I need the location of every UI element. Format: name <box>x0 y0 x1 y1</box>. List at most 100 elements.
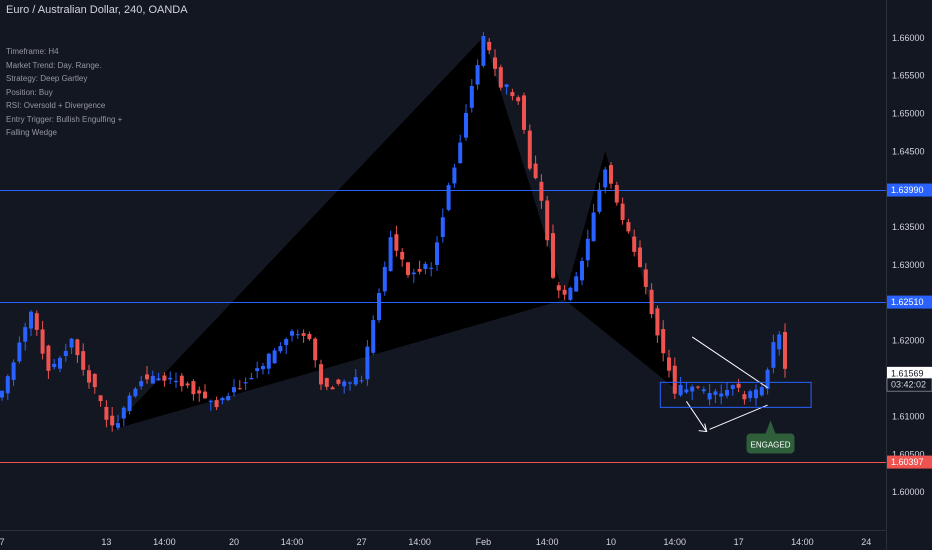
candle-up <box>382 266 387 292</box>
candle-up <box>777 334 782 350</box>
price-label: 1.63990 <box>891 185 924 195</box>
candle-down <box>667 357 671 371</box>
candle-up <box>353 377 358 385</box>
candle-down <box>203 391 207 399</box>
time-tick-label: 24 <box>861 537 871 547</box>
candle-up <box>597 189 602 212</box>
candle-up <box>446 185 451 210</box>
candle-down <box>307 334 312 340</box>
candle-down <box>330 387 335 390</box>
candle-up <box>759 387 764 396</box>
candle-up <box>591 212 596 242</box>
time-axis[interactable]: 7 13 14:00 20 14:00 27 14:00 Feb 14:00 10 14:00 17 1… <box>0 537 871 547</box>
wedge-lower-line <box>709 404 768 430</box>
candle-down <box>406 262 410 276</box>
candle-down <box>400 251 405 260</box>
price-tick-label: 1.61000 <box>892 411 925 421</box>
price-label-box <box>886 377 932 392</box>
candle-up <box>272 350 277 364</box>
candle-down <box>626 222 631 232</box>
candle-up <box>278 346 283 352</box>
candle-down <box>185 383 190 386</box>
candle-up <box>52 363 57 368</box>
time-tick-label: 17 <box>734 537 744 547</box>
candle-up <box>243 382 248 384</box>
price-label-box <box>887 455 932 469</box>
candle-up <box>440 217 445 237</box>
wedge-upper-line <box>691 336 768 389</box>
price-tick-label: 1.65000 <box>892 109 925 119</box>
candle-up <box>481 36 486 66</box>
candle-down <box>539 181 544 201</box>
candle-down <box>522 95 526 130</box>
candle-down <box>510 92 515 97</box>
candle-down <box>145 374 149 380</box>
candle-up <box>713 391 718 395</box>
horizontal-lines <box>0 190 886 463</box>
time-tick-label: 14:00 <box>536 537 559 547</box>
price-tick-label: 1.66000 <box>892 33 925 43</box>
price-tick-label: 1.62000 <box>892 336 925 346</box>
candle-up <box>725 390 729 396</box>
candle-up <box>290 331 294 336</box>
candle-down <box>301 333 306 336</box>
price-tick-label: 1.63000 <box>892 260 925 270</box>
candle-up <box>174 380 178 383</box>
time-tick-label: 14:00 <box>408 537 431 547</box>
candle-up <box>435 242 439 265</box>
candle-down <box>110 415 115 426</box>
candle-up <box>771 342 776 368</box>
candle-up <box>255 368 260 372</box>
candle-up <box>127 395 132 411</box>
candle-up <box>58 357 62 369</box>
candle-up <box>284 339 289 346</box>
candle-up <box>603 169 608 188</box>
candle-up <box>348 382 352 384</box>
candle-down <box>87 370 91 383</box>
price-labels: 1.63990 1.62510 1.61569 03:42:02 1.60397 <box>886 183 932 469</box>
time-tick-label: 13 <box>101 537 111 547</box>
candle-up <box>754 389 758 399</box>
candle-down <box>197 390 202 394</box>
time-tick-label: 14:00 <box>791 537 814 547</box>
candle-up <box>342 381 347 387</box>
candle-up <box>11 362 16 380</box>
arrow-line <box>685 401 708 432</box>
candle-up <box>121 407 126 419</box>
candle-down <box>696 386 700 388</box>
time-tick-label: 20 <box>229 537 239 547</box>
info-panel: Timeframe: H4 Market Trend: Day. Range. … <box>6 45 146 140</box>
candle-down <box>655 308 660 336</box>
candle-down <box>162 375 167 381</box>
candle-up <box>5 376 10 394</box>
time-tick-label: 14:00 <box>664 537 687 547</box>
info-line: Market Trend: Day. Range. <box>6 60 102 70</box>
candle-up <box>168 377 173 380</box>
candle-down <box>533 163 538 179</box>
info-line: Timeframe: H4 <box>6 47 59 56</box>
candle-down <box>214 400 219 408</box>
candle-up <box>371 320 376 353</box>
arrow-head <box>698 423 708 433</box>
candle-down <box>104 406 109 420</box>
candle-up <box>730 385 735 390</box>
candle-up <box>719 393 724 397</box>
candle-down <box>661 329 666 354</box>
candle-down <box>417 268 422 272</box>
candle-down <box>614 185 619 203</box>
candle-up <box>388 237 393 272</box>
price-tick-label: 1.60000 <box>892 487 925 497</box>
candle-down <box>516 97 521 102</box>
info-line: RSI: Oversold + Divergence <box>6 101 106 110</box>
time-tick-label: 27 <box>357 537 367 547</box>
candle-down <box>638 247 642 268</box>
candle-up <box>261 365 265 370</box>
candle-down <box>620 203 625 220</box>
candle-up <box>17 342 22 362</box>
candle-down <box>98 395 103 402</box>
time-tick-label: Feb <box>476 537 492 547</box>
time-tick-label: 7 <box>0 537 5 547</box>
candle-down <box>487 41 492 51</box>
candle-up <box>29 311 33 329</box>
